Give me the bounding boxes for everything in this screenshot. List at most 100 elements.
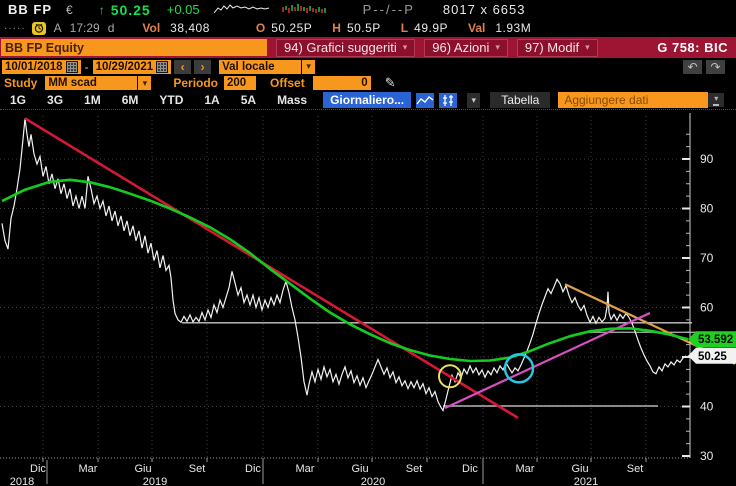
calendar-icon[interactable] (65, 60, 78, 73)
price-change: +0.05 (166, 2, 200, 17)
redo-button[interactable]: ↷ (706, 59, 725, 74)
study-label: Study (4, 76, 38, 90)
chevron-down-icon[interactable]: ▾ (138, 76, 152, 90)
range-tabs: 1G 3G 1M 6M YTD 1A 5A Mass (0, 93, 307, 107)
price-label: 53.592 (688, 331, 736, 348)
range-tab-6m[interactable]: 6M (121, 93, 139, 107)
svg-text:Dic: Dic (245, 463, 261, 475)
range-tab-ytd[interactable]: YTD (159, 93, 184, 107)
yellow-annotation-circle (438, 364, 462, 389)
open-label: O (255, 21, 266, 35)
next-period-button[interactable]: › (194, 59, 212, 74)
menu-bar: BB FP Equity 94) Grafici suggeriti ▾ 96) A… (0, 37, 736, 58)
up-arrow-icon: ↑ (98, 2, 105, 17)
delay-flag: d (107, 21, 115, 35)
svg-text:90: 90 (700, 152, 714, 166)
quote-time: 17:29 (69, 21, 100, 35)
currency: € (66, 2, 73, 17)
chevron-down-icon: ▾ (402, 42, 408, 52)
svg-text:2021: 2021 (574, 476, 598, 486)
bid-ask-hint: P--/--P (362, 2, 415, 17)
svg-text:Giu: Giu (134, 463, 151, 475)
date-controls-row: 10/01/2018 - 10/29/2021 ‹ › Val locale ▾… (0, 58, 736, 75)
candle-chart-icon[interactable] (439, 92, 458, 108)
range-tab-5a[interactable]: 5A (240, 93, 257, 107)
date-to-input[interactable]: 10/29/2021 (92, 59, 172, 74)
range-tab-1m[interactable]: 1M (84, 93, 101, 107)
x-axis: Dic Mar Giu Set Dic Mar Giu Set Dic Mar Giu Set 2018… (0, 457, 690, 486)
svg-text:30: 30 (700, 449, 714, 463)
vol-label: Vol (142, 21, 161, 35)
collapse-panel-icon[interactable]: ▾ (708, 93, 724, 107)
line-chart-icon[interactable] (416, 92, 435, 108)
svg-text:Giu: Giu (351, 463, 368, 475)
horizontal-level-lines (182, 322, 697, 407)
high-value: 50.5P (346, 21, 381, 35)
range-tab-3g[interactable]: 3G (47, 93, 64, 107)
menu-item[interactable]: 96) Azioni ▾ (424, 38, 508, 57)
dots: ····· (4, 22, 26, 34)
svg-text:50.25: 50.25 (698, 351, 727, 363)
period-label: Periodo (173, 76, 219, 90)
svg-text:2019: 2019 (143, 476, 167, 486)
function-code: G 758: BIC (657, 40, 728, 55)
svg-text:Giu: Giu (571, 463, 588, 475)
svg-text:Mar: Mar (296, 463, 315, 475)
svg-text:53.592: 53.592 (698, 334, 733, 346)
svg-text:Set: Set (627, 463, 644, 475)
low-value: 49.9P (414, 21, 448, 35)
range-tab-1g[interactable]: 1G (10, 93, 27, 107)
intraday-sparkline (213, 4, 269, 14)
svg-text:Mar: Mar (516, 463, 535, 475)
low-label: L (400, 21, 409, 35)
offset-label: Offset (270, 76, 305, 90)
svg-text:Dic: Dic (462, 463, 478, 475)
add-data-input[interactable]: Aggiungere dati (558, 92, 709, 108)
moving-average-line (1, 178, 689, 363)
chevron-down-icon: ▾ (585, 42, 590, 52)
price-chart[interactable]: 90 80 70 60 40 30 53.592 50.25 Dic Mar Giu Set Dic Ma… (0, 109, 736, 486)
chevron-down-icon[interactable]: ▾ (302, 59, 316, 74)
cyan-annotation-circle (503, 353, 535, 384)
table-button[interactable]: Tabella (490, 92, 551, 108)
chart-type-dropdown[interactable]: ▾ (467, 92, 481, 108)
currency-mode-select[interactable]: Val locale (219, 59, 302, 74)
svg-text:2018: 2018 (10, 476, 34, 486)
chevron-down-icon: ▾ (495, 42, 500, 52)
calendar-icon[interactable] (156, 60, 169, 73)
frequency-select[interactable]: Giornaliero... (323, 92, 412, 108)
date-from-input[interactable]: 10/01/2018 (2, 59, 81, 74)
prev-period-button[interactable]: ‹ (174, 59, 192, 74)
period-input[interactable]: 200 (224, 76, 257, 90)
range-tab-mass[interactable]: Mass (277, 93, 308, 107)
val-label: Val (468, 21, 486, 35)
menu-item[interactable]: 94) Grafici suggeriti ▾ (276, 38, 416, 57)
vol-value: 38,408 (170, 21, 210, 35)
ticker: BB FP (8, 2, 52, 17)
svg-text:80: 80 (700, 202, 714, 216)
undo-button[interactable]: ↶ (683, 59, 702, 74)
quote-size: 8017 x 6653 (442, 2, 526, 17)
toolbar-row: 1G 3G 1M 6M YTD 1A 5A Mass Giornaliero... ▾ Tab… (0, 91, 736, 109)
price-label: 50.25 (688, 347, 736, 364)
price-line (1, 118, 687, 412)
svg-text:Set: Set (189, 463, 206, 475)
study-select[interactable]: MM scad (45, 76, 138, 90)
open-value: 50.25P (271, 21, 313, 35)
svg-text:2020: 2020 (361, 476, 385, 486)
annotate-pencil-icon[interactable]: ✎ (384, 75, 396, 90)
alarm-clock-icon[interactable] (31, 21, 46, 35)
quote-row: BB FP € ↑ 50.25 +0.05 P--/--P 8017 x 665… (0, 0, 736, 19)
range-tab-1a[interactable]: 1A (204, 93, 220, 107)
menu-items: 94) Grafici suggeriti ▾ 96) Azioni ▾ 97) Mod… (267, 38, 598, 57)
high-label: H (332, 21, 341, 35)
svg-text:Mar: Mar (79, 463, 98, 475)
svg-text:70: 70 (700, 251, 714, 265)
date-separator: - (84, 59, 89, 74)
offset-input[interactable]: 0 (312, 76, 371, 90)
status-row: ····· A 17:29 d Vol 38,408 O 50.25P H 50… (0, 19, 736, 37)
menu-item[interactable]: 97) Modif ▾ (516, 38, 598, 57)
candle-sparkline (281, 4, 326, 13)
security-name-box[interactable]: BB FP Equity (1, 39, 267, 56)
